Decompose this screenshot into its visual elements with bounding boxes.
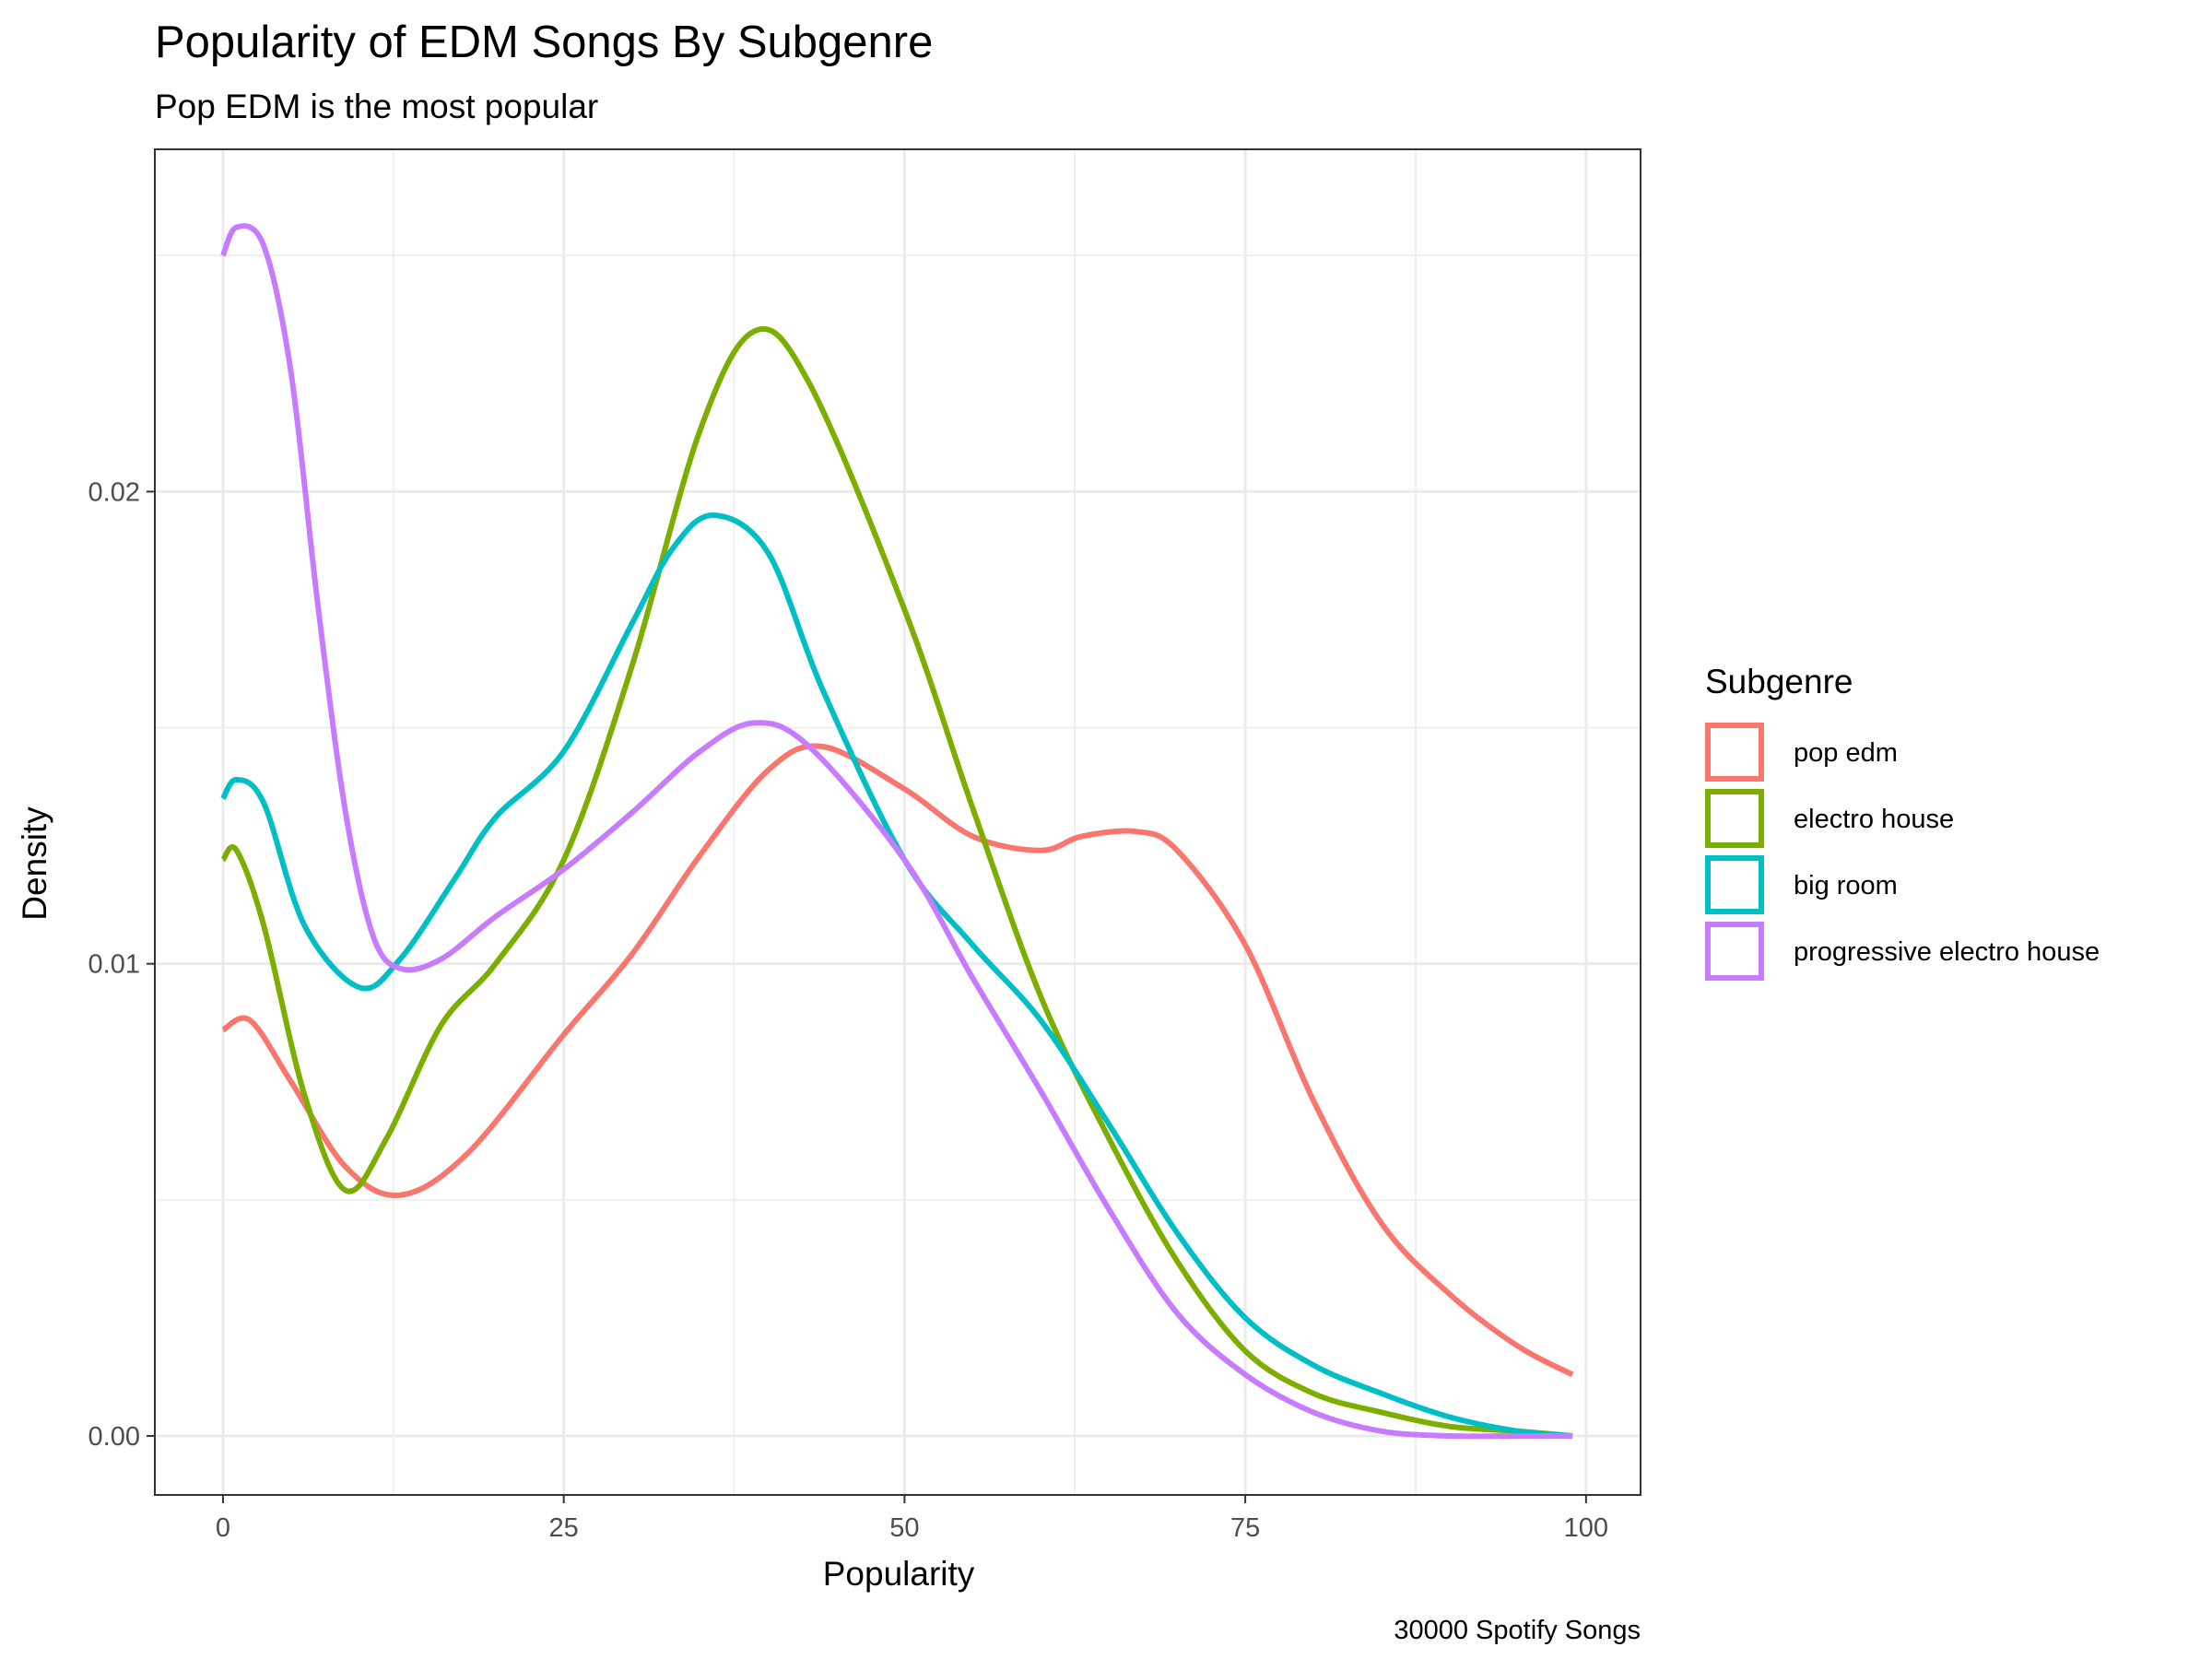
grid-minor [155, 149, 1641, 1495]
x-axis-title: Popularity [823, 1555, 975, 1593]
panel-border [154, 148, 1641, 1496]
legend-label-pop-edm: pop edm [1794, 738, 1898, 768]
legend-key-pop-edm [1705, 723, 1764, 782]
y-axis-title: Density [16, 806, 53, 921]
legend-label-big-room: big room [1794, 871, 1898, 900]
legend-key-electro-house [1705, 789, 1764, 848]
legend-key-progressive-electro-house [1705, 922, 1764, 981]
y-tick-label: 0.00 [88, 1422, 140, 1452]
series-line-pop-edm [221, 743, 1574, 1378]
legend: Subgenre pop edm electro house big room pro… [1705, 663, 2100, 981]
chart-caption: 30000 Spotify Songs [1394, 1616, 1641, 1645]
x-tick-label: 25 [549, 1513, 579, 1543]
y-axis-ticks: 0.00 0.01 0.02 [88, 477, 155, 1452]
series-line-electro-house [220, 325, 1573, 1439]
x-tick-label: 100 [1564, 1513, 1608, 1543]
chart-subtitle: Pop EDM is the most popular [155, 88, 598, 125]
series-line-progressive-electro-house [220, 223, 1573, 1440]
legend-key-big-room [1705, 855, 1764, 914]
series-lines [220, 223, 1574, 1440]
legend-title: Subgenre [1705, 663, 1853, 700]
y-tick-label: 0.01 [88, 950, 140, 980]
legend-items: pop edm electro house big room progressive … [1705, 723, 2100, 981]
series-line-big-room [220, 512, 1573, 1439]
legend-label-progressive-electro-house: progressive electro house [1794, 937, 2100, 967]
x-tick-label: 50 [889, 1513, 919, 1543]
x-tick-label: 75 [1230, 1513, 1260, 1543]
chart-title: Popularity of EDM Songs By Subgenre [155, 18, 933, 67]
grid-major [155, 149, 1641, 1495]
y-tick-label: 0.02 [88, 477, 140, 507]
x-axis-ticks: 0 25 50 75 100 [216, 1495, 1608, 1543]
legend-label-electro-house: electro house [1794, 805, 1954, 834]
x-tick-label: 0 [216, 1513, 230, 1543]
